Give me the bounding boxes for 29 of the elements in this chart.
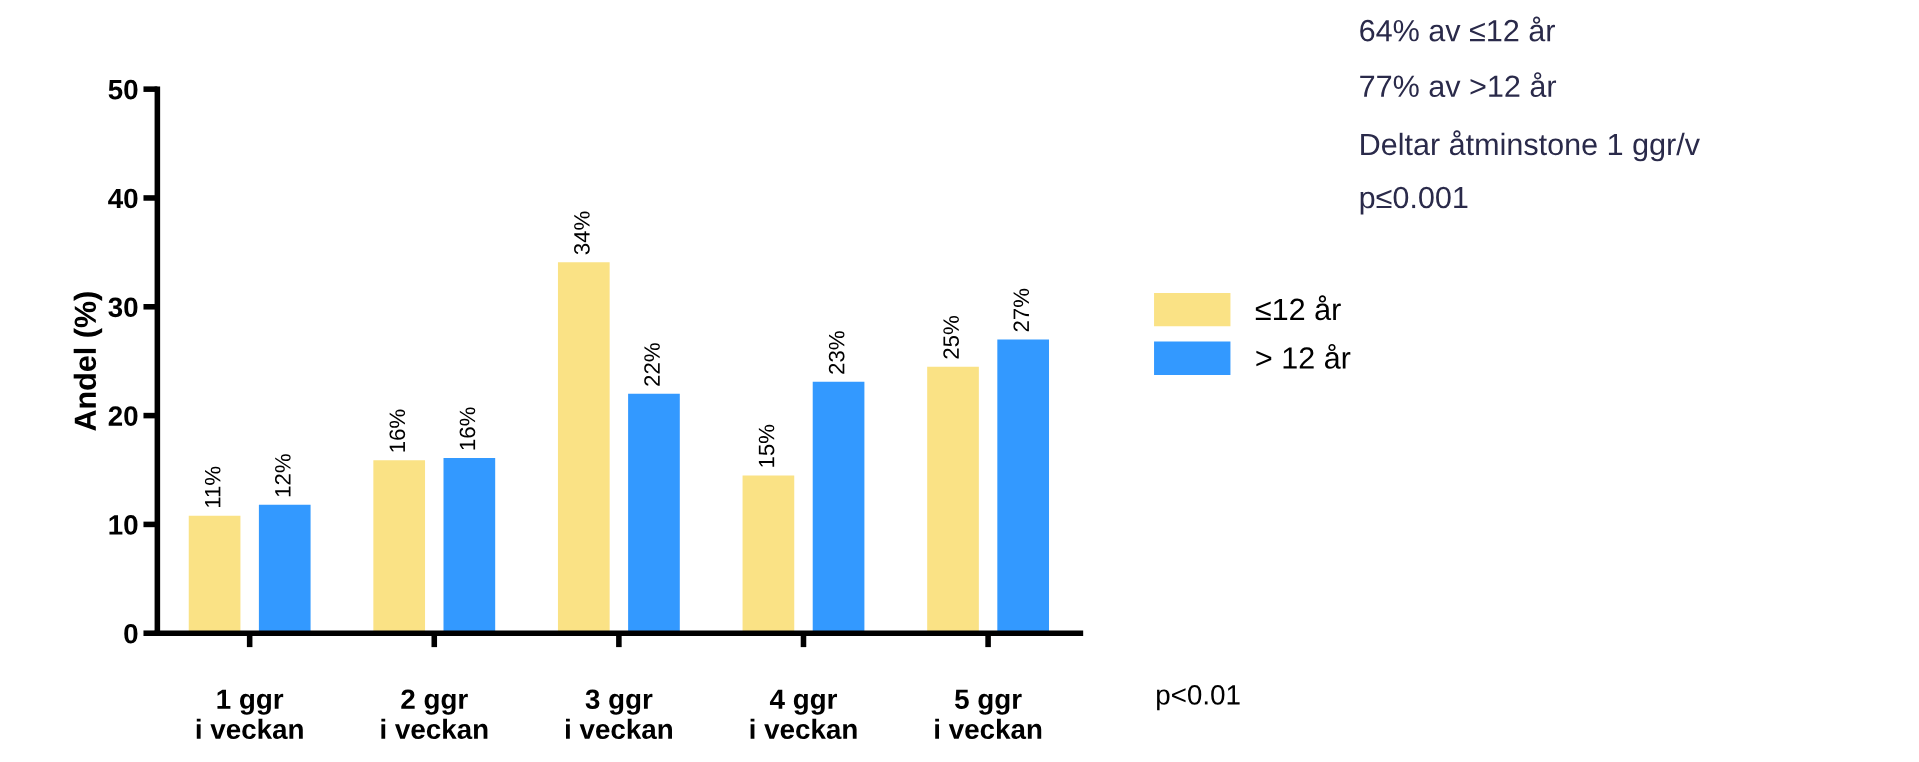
text: Deltar åtminstone 1 ggr/v — [1361, 130, 1700, 162]
text: p<0.01 — [1157, 685, 1240, 711]
y-tick-label: 10 — [109, 515, 138, 535]
x-tick-label: 3 ggr i veckan — [566, 689, 672, 740]
y-tick-label: 40 — [108, 188, 138, 209]
x-tick-label: 5 ggr i veckan — [935, 689, 1042, 740]
data-label: 16% — [459, 407, 476, 450]
legend-label: > 12 år — [1256, 343, 1351, 369]
data-label: 22% — [644, 343, 660, 386]
legend-label: ≤12 år — [1255, 295, 1341, 321]
text: 64% av ≤12 år — [1360, 16, 1555, 42]
y-tick-label: 50 — [108, 79, 138, 100]
y-axis-title: Andel (%) — [73, 292, 103, 431]
data-label: 27% — [1013, 288, 1030, 332]
y-tick-label: 0 — [124, 623, 138, 644]
y-tick-label: 30 — [108, 297, 138, 318]
text: p≤0.001 — [1360, 186, 1468, 215]
text: 77% av >12 år — [1360, 72, 1557, 98]
data-label: 25% — [943, 316, 959, 359]
data-label: 23% — [828, 331, 845, 374]
data-label: 34% — [574, 211, 590, 255]
data-label: 11% — [204, 466, 221, 508]
data-label: 12% — [274, 454, 291, 497]
x-tick-label: 4 ggr i veckan — [750, 689, 857, 740]
x-tick-label: 2 ggr i veckan — [381, 689, 488, 740]
x-tick-label: 1 ggr i veckan — [196, 689, 303, 740]
data-label: 16% — [389, 409, 406, 452]
data-label: 15% — [758, 424, 775, 467]
y-tick-label: 20 — [108, 406, 138, 426]
